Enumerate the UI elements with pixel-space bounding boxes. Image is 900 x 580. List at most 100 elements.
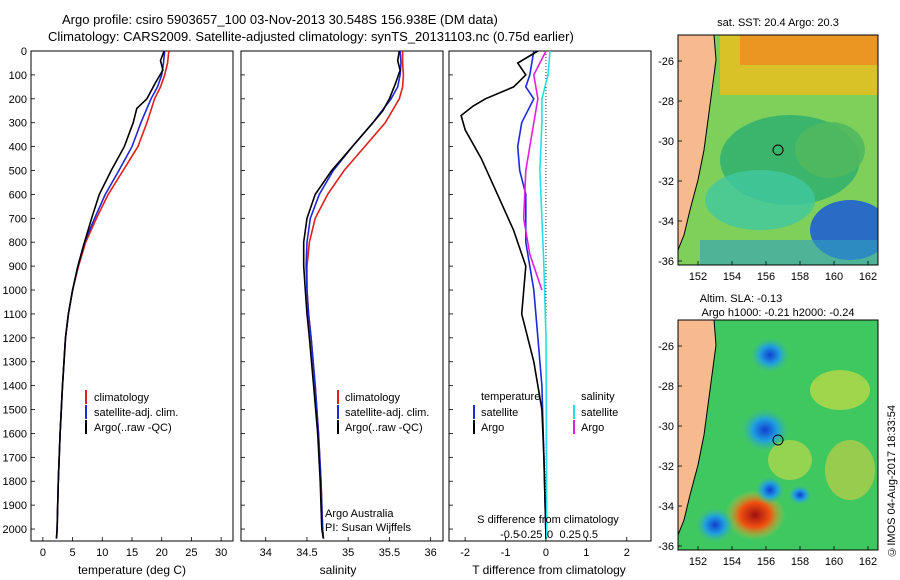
map-y-tick-label: -32: [658, 176, 674, 188]
argo-australia-label: Argo Australia: [325, 508, 394, 520]
map-y-tick-label: -36: [658, 541, 674, 553]
temperature-series-climatology: [55, 50, 170, 539]
y-tick-label: 1800: [3, 476, 27, 488]
sst-map-title: sat. SST: 20.4 Argo: 20.3: [717, 17, 839, 29]
temperature-x-label: temperature (deg C): [78, 563, 186, 577]
s-difference-label: S difference from climatology: [477, 514, 619, 526]
x-tick-label: 15: [126, 547, 138, 559]
sst-argo-location: [772, 144, 784, 156]
map-x-tick-label: 162: [859, 271, 877, 283]
sal-legend-argo: Argo(..raw -QC): [345, 422, 423, 434]
sst-land: [678, 35, 717, 251]
salinity-panel-frame: [240, 50, 444, 542]
map-y-tick-label: -30: [658, 421, 674, 433]
map-x-tick-label: 158: [791, 556, 809, 568]
map-x-tick-label: 154: [723, 556, 741, 568]
x-tick-label: 2: [624, 547, 630, 559]
y-tick-label: 1100: [3, 309, 27, 321]
x-tick-label: -2: [460, 547, 470, 559]
legend-sal-argo: Argo: [581, 422, 604, 434]
x-tick-label: 34: [260, 547, 272, 559]
s-tick-label: -0.25: [517, 529, 542, 541]
y-tick-label: 800: [9, 237, 27, 249]
y-tick-label: 100: [9, 70, 27, 82]
depth-y-ticks: 0 100 200 300 400 500 600 700 800 900 1000 1100 1200…: [3, 46, 453, 536]
sla-argo-location: [772, 434, 784, 446]
difference-series-temperature-satellite: [516, 50, 547, 539]
y-tick-label: 500: [9, 166, 27, 178]
imos-timestamp: ©IMOS 04-Aug-2017 18:33:54: [886, 405, 898, 558]
s-tick-label: -0.5: [500, 529, 519, 541]
map-y-tick-label: -28: [658, 96, 674, 108]
t-difference-label: T difference from climatology: [472, 563, 626, 577]
y-tick-label: 2000: [3, 524, 27, 536]
x-tick-label: 36: [425, 547, 437, 559]
difference-series-salinity-argo: [522, 50, 547, 291]
map-x-tick-label: 156: [757, 271, 775, 283]
x-tick-label: 1: [583, 547, 589, 559]
sla-map-ticks: -26 -28 -30 -32 -34 -36 152 154 156 158 160 162: [658, 341, 877, 568]
sla-map-title-2: Argo h1000: -0.21 h2000: -0.24: [702, 307, 855, 319]
map-x-tick-label: 162: [859, 556, 877, 568]
difference-series-salinity-satellite: [539, 50, 551, 539]
temperature-lines: [55, 50, 170, 539]
y-tick-label: 700: [9, 213, 27, 225]
y-tick-label: 1000: [3, 285, 27, 297]
difference-panel-frame: [448, 50, 652, 542]
map-x-tick-label: 154: [723, 271, 741, 283]
salinity-x-label: salinity: [320, 563, 357, 577]
x-tick-label: 25: [185, 547, 197, 559]
title-line-2: Climatology: CARS2009. Satellite-adjuste…: [48, 29, 574, 44]
y-tick-label: 1900: [3, 500, 27, 512]
salinity-legend: climatology satellite-adj. clim. Argo(..…: [337, 390, 429, 434]
legend-climatology: climatology: [94, 392, 150, 404]
difference-s-tick-labels: -0.5-0.25 0 0.25 0.5: [500, 529, 598, 541]
difference-x-ticks: -2 -1 0 1 2: [460, 537, 630, 559]
sal-legend-climatology: climatology: [345, 392, 401, 404]
s-tick-label: 0.5: [583, 529, 598, 541]
difference-series-temperature-argo: [460, 50, 547, 539]
map-x-tick-label: 152: [689, 271, 707, 283]
sst-map: [677, 34, 879, 266]
x-tick-label: 35: [342, 547, 354, 559]
sal-legend-satellite: satellite-adj. clim.: [345, 407, 429, 419]
map-y-tick-label: -30: [658, 136, 674, 148]
legend-sal-satellite: satellite: [581, 407, 618, 419]
x-tick-label: 34.5: [296, 547, 317, 559]
map-y-tick-label: -32: [658, 461, 674, 473]
map-x-tick-label: 160: [825, 556, 843, 568]
salinity-series-climatology: [306, 51, 405, 539]
temperature-x-ticks: 0 5 10 15 20 25 30: [40, 537, 227, 559]
y-tick-label: 300: [9, 118, 27, 130]
x-tick-label: 0: [40, 547, 46, 559]
legend-temp-argo: Argo: [481, 422, 504, 434]
map-y-tick-label: -36: [658, 256, 674, 268]
x-tick-label: 5: [70, 547, 76, 559]
sst-map-ticks: -26 -28 -30 -32 -34 -36 152 154 156 158 160 162: [658, 56, 877, 283]
legend-argo: Argo(..raw -QC): [94, 422, 172, 434]
map-y-tick-label: -34: [658, 216, 674, 228]
temperature-series-argo: [55, 50, 165, 539]
difference-lines: [460, 50, 551, 539]
sla-map-title-1: Altim. SLA: -0.13: [700, 293, 783, 305]
y-tick-label: 400: [9, 142, 27, 154]
title-line-1: Argo profile: csiro 5903657_100 03-Nov-2…: [62, 12, 498, 27]
y-tick-label: 600: [9, 189, 27, 201]
map-x-tick-label: 152: [689, 556, 707, 568]
y-tick-label: 900: [9, 261, 27, 273]
x-tick-label: 20: [156, 547, 168, 559]
sla-land: [678, 320, 717, 536]
y-tick-label: 1600: [3, 428, 27, 440]
x-tick-label: 35.5: [379, 547, 400, 559]
temperature-legend: climatology satellite-adj. clim. Argo(..…: [85, 390, 178, 434]
map-x-tick-label: 160: [825, 271, 843, 283]
salinity-lines: [302, 50, 405, 539]
y-tick-label: 1500: [3, 405, 27, 417]
y-tick-label: 1300: [3, 357, 27, 369]
x-tick-label: -1: [501, 547, 511, 559]
legend-temperature-heading: temperature: [481, 391, 540, 403]
map-y-tick-label: -26: [658, 341, 674, 353]
map-x-tick-label: 158: [791, 271, 809, 283]
y-tick-label: 200: [9, 94, 27, 106]
